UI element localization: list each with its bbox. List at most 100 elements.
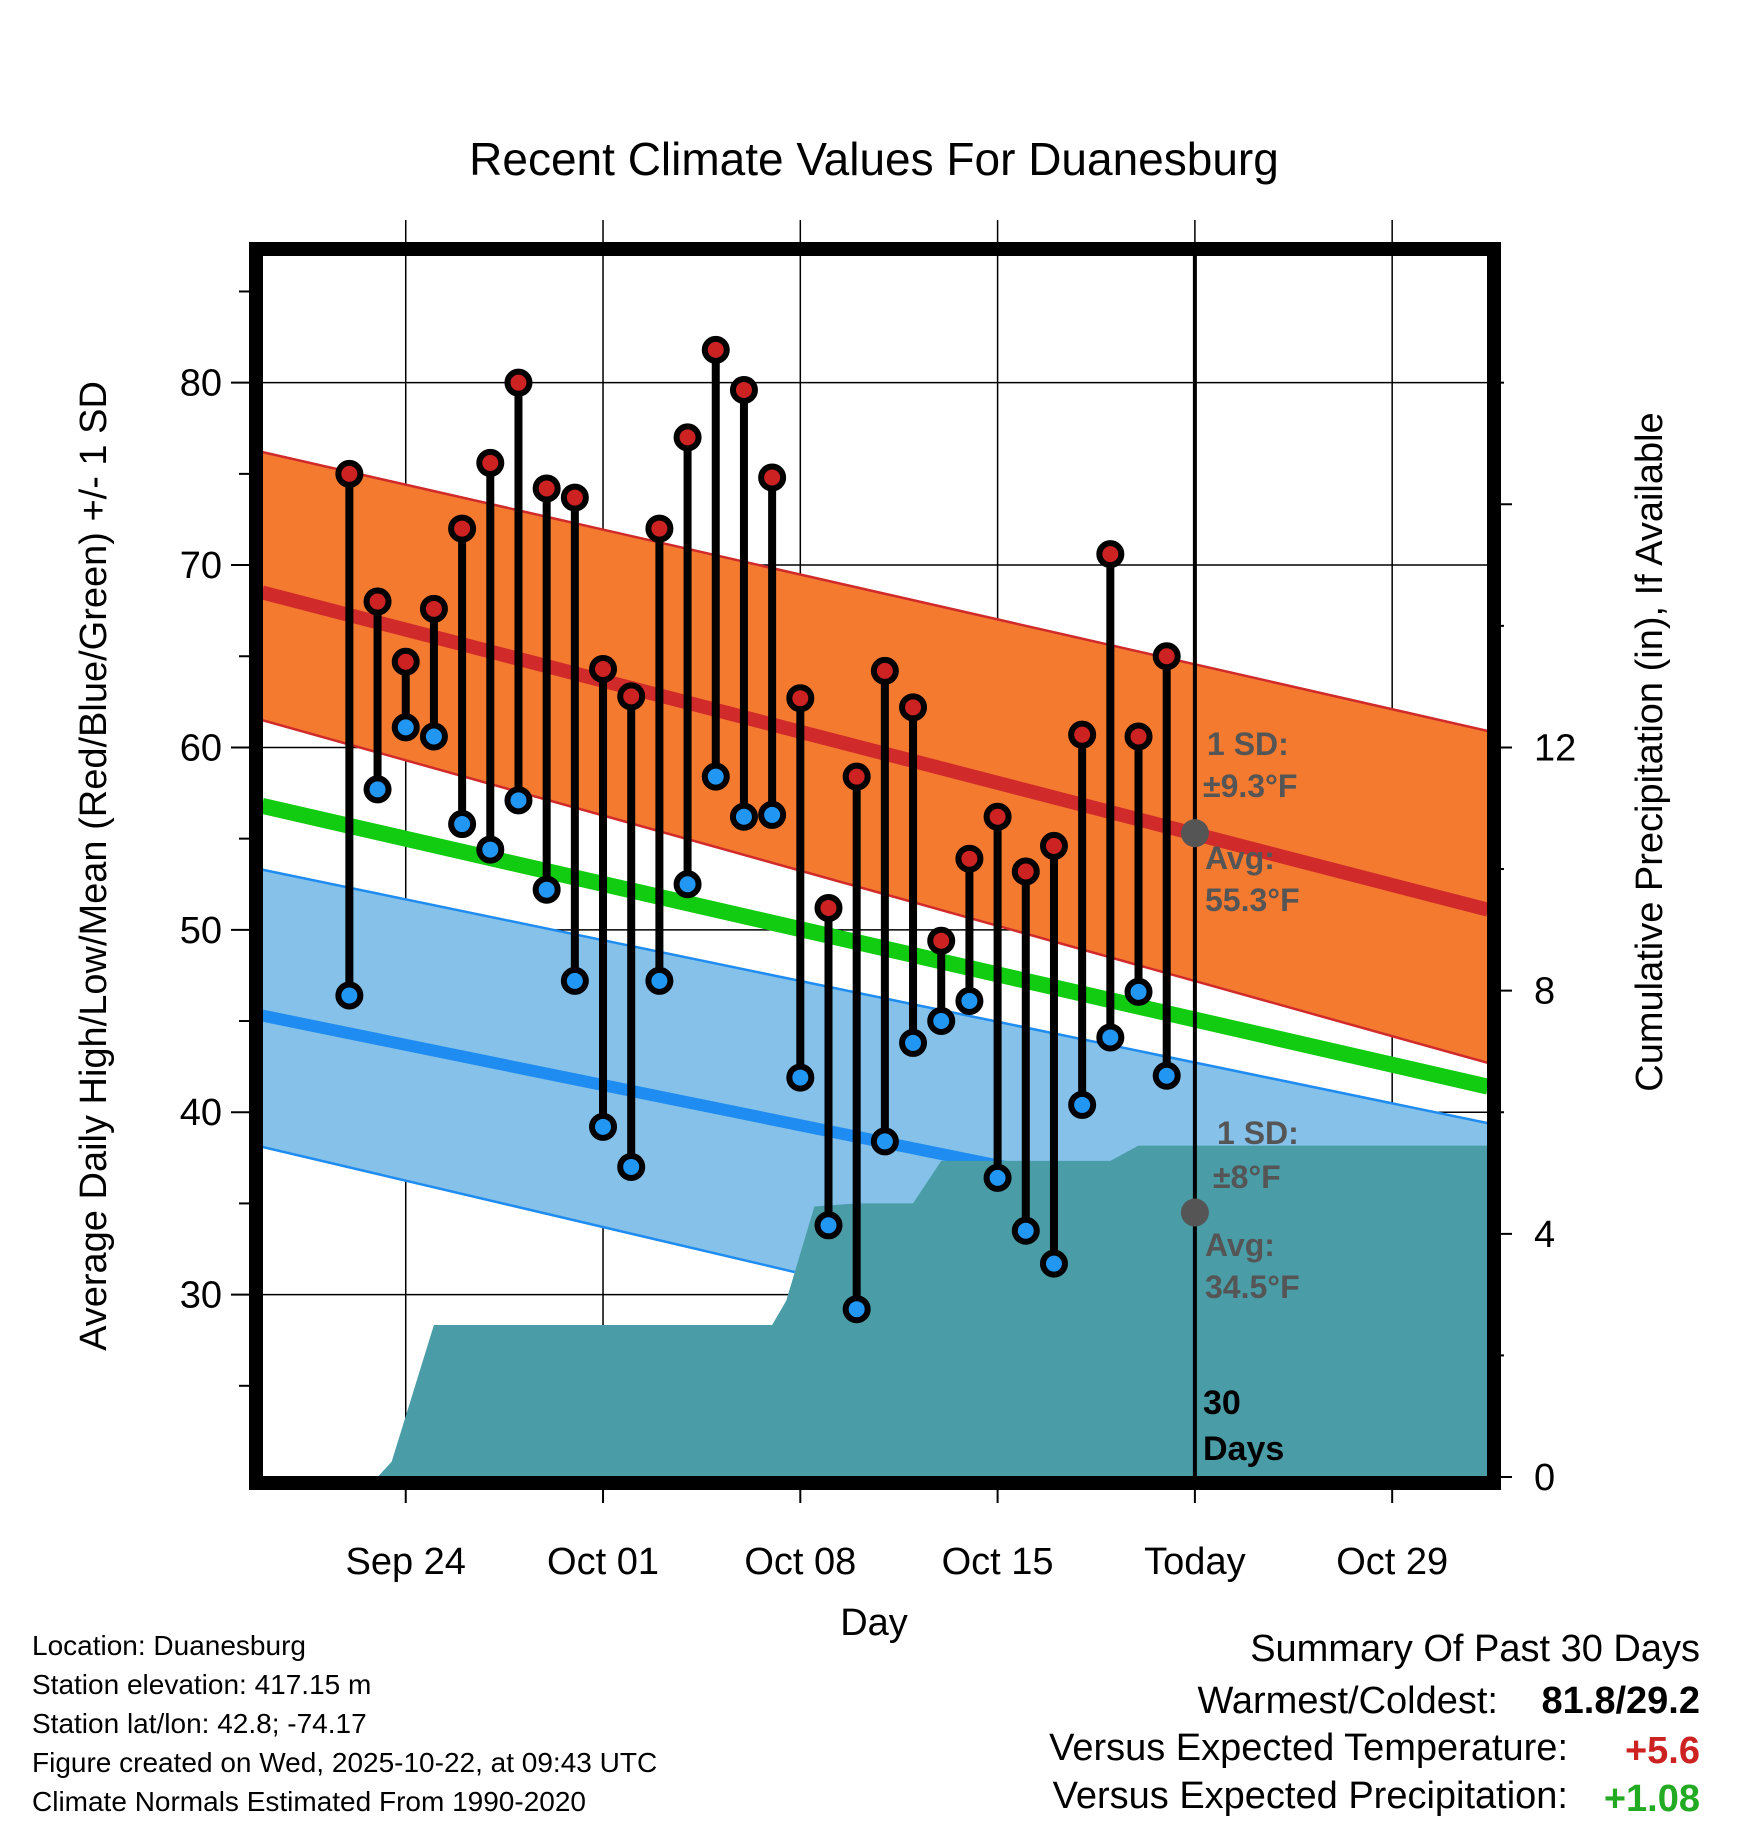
- info-latlon: Station lat/lon: 42.8; -74.17: [32, 1708, 367, 1739]
- daily-low-point: [983, 1163, 1012, 1192]
- daily-low-point: [419, 722, 448, 751]
- daily-high-point: [1068, 720, 1097, 749]
- info-normals: Climate Normals Estimated From 1990-2020: [32, 1786, 586, 1817]
- daily-high-point: [532, 474, 561, 503]
- low-avg-value: 34.5°F: [1205, 1269, 1300, 1305]
- daily-high-point: [1152, 642, 1181, 671]
- daily-high-point: [363, 587, 392, 616]
- low-sd-label: 1 SD:: [1217, 1115, 1299, 1151]
- days-count-number: 30: [1203, 1384, 1241, 1422]
- daily-high-point: [842, 762, 871, 791]
- daily-low-point: [673, 870, 702, 899]
- y-tick-label: 30: [180, 1275, 222, 1317]
- daily-high-point: [673, 423, 702, 452]
- summary-temp-value: +5.6: [1625, 1730, 1700, 1772]
- daily-low-point: [335, 981, 364, 1010]
- daily-low-point: [729, 802, 758, 831]
- high-sd-label: 1 SD:: [1207, 726, 1289, 762]
- daily-high-point: [589, 655, 618, 684]
- days-count-label: Days: [1203, 1430, 1284, 1468]
- daily-high-point: [1124, 722, 1153, 751]
- x-tick-label: Today: [1144, 1541, 1245, 1583]
- daily-high-point: [645, 514, 674, 543]
- daily-low-point: [504, 786, 533, 815]
- high-avg-label: Avg:: [1205, 840, 1275, 876]
- daily-low-point: [560, 966, 589, 995]
- summary-heading: Summary Of Past 30 Days: [1250, 1628, 1700, 1670]
- daily-high-point: [1039, 831, 1068, 860]
- x-tick-label: Oct 29: [1336, 1541, 1448, 1583]
- daily-low-point: [532, 875, 561, 904]
- info-elevation: Station elevation: 417.15 m: [32, 1669, 371, 1700]
- summary-warm-cold-label: Warmest/Coldest:: [1197, 1680, 1498, 1722]
- daily-high-point: [1096, 540, 1125, 569]
- daily-high-point: [729, 375, 758, 404]
- daily-high-point: [504, 368, 533, 397]
- plot-frame: [249, 242, 1501, 1490]
- daily-high-point: [814, 893, 843, 922]
- y-tick-label: 70: [180, 545, 222, 587]
- daily-low-point: [645, 966, 674, 995]
- daily-low-point: [1124, 977, 1153, 1006]
- high-sd-band-upper-edge: [262, 450, 1488, 733]
- high-avg-value: 55.3°F: [1205, 882, 1300, 918]
- low-avg-label: Avg:: [1205, 1227, 1275, 1263]
- plot-series: [262, 255, 1488, 1477]
- high-sd-band-lower-edge: [262, 718, 1488, 1065]
- info-created: Figure created on Wed, 2025-10-22, at 09…: [32, 1747, 657, 1778]
- daily-low-point: [391, 713, 420, 742]
- daily-high-point: [476, 448, 505, 477]
- x-tick-label: Oct 01: [547, 1541, 659, 1583]
- daily-low-point: [899, 1028, 928, 1057]
- daily-high-point: [560, 483, 589, 512]
- daily-low-point: [476, 835, 505, 864]
- daily-high-point: [786, 684, 815, 713]
- info-location: Location: Duanesburg: [32, 1630, 306, 1661]
- y2-axis-label: Cumulative Precipitation (in), If Availa…: [1629, 412, 1671, 1091]
- daily-low-point: [758, 800, 787, 829]
- today-high-avg-marker: [1180, 819, 1209, 848]
- daily-high-point: [448, 514, 477, 543]
- daily-low-point: [842, 1295, 871, 1324]
- summary-precip-value: +1.08: [1604, 1778, 1700, 1820]
- high-sd-value: ±9.3°F: [1203, 768, 1297, 804]
- y2-tick-label: 12: [1534, 727, 1576, 769]
- y-tick-label: 50: [180, 910, 222, 952]
- daily-low-point: [589, 1112, 618, 1141]
- summary-warm-cold-value: 81.8/29.2: [1542, 1680, 1700, 1722]
- daily-high-point: [955, 844, 984, 873]
- daily-low-point: [701, 762, 730, 791]
- daily-high-point: [899, 693, 928, 722]
- daily-low-point: [1096, 1023, 1125, 1052]
- low-sd-value: ±8°F: [1213, 1159, 1281, 1195]
- y2-tick-label: 4: [1534, 1214, 1555, 1256]
- daily-low-point: [1152, 1061, 1181, 1090]
- x-tick-label: Oct 15: [942, 1541, 1054, 1583]
- daily-low-point: [1068, 1090, 1097, 1119]
- x-tick-label: Sep 24: [346, 1541, 466, 1583]
- low-sd-band-upper-edge: [262, 868, 1488, 1125]
- daily-high-point: [391, 647, 420, 676]
- y-tick-label: 60: [180, 727, 222, 769]
- y-tick-label: 80: [180, 363, 222, 405]
- daily-high-point: [1011, 857, 1040, 886]
- today-low-avg-marker: [1180, 1198, 1209, 1227]
- precip-area: [262, 1145, 1488, 1477]
- daily-high-point: [419, 594, 448, 623]
- daily-high-point: [758, 463, 787, 492]
- summary-temp-label: Versus Expected Temperature:: [1049, 1727, 1568, 1769]
- right-axis-ticks: 0 4 8 12: [1494, 381, 1576, 1499]
- daily-low-point: [1011, 1216, 1040, 1245]
- daily-low-point: [363, 775, 392, 804]
- station-info: Location: Duanesburg Station elevation: …: [32, 1630, 657, 1817]
- x-axis-label: Day: [840, 1602, 908, 1644]
- daily-low-point: [955, 986, 984, 1015]
- y-axis-label: Average Daily High/Low/Mean (Red/Blue/Gr…: [73, 381, 115, 1351]
- daily-high-point: [927, 926, 956, 955]
- daily-low-point: [448, 810, 477, 839]
- daily-high-point: [870, 656, 899, 685]
- daily-low-point: [870, 1127, 899, 1156]
- daily-high-point: [617, 682, 646, 711]
- y2-tick-label: 8: [1534, 971, 1555, 1013]
